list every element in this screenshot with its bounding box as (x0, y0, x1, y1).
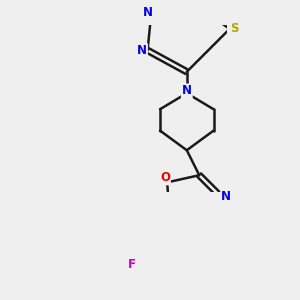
Text: F: F (128, 258, 136, 271)
Text: O: O (160, 171, 170, 184)
Text: N: N (221, 190, 231, 203)
Text: N: N (137, 44, 147, 57)
Text: N: N (182, 84, 192, 98)
Text: S: S (230, 22, 238, 35)
Text: N: N (143, 6, 153, 19)
